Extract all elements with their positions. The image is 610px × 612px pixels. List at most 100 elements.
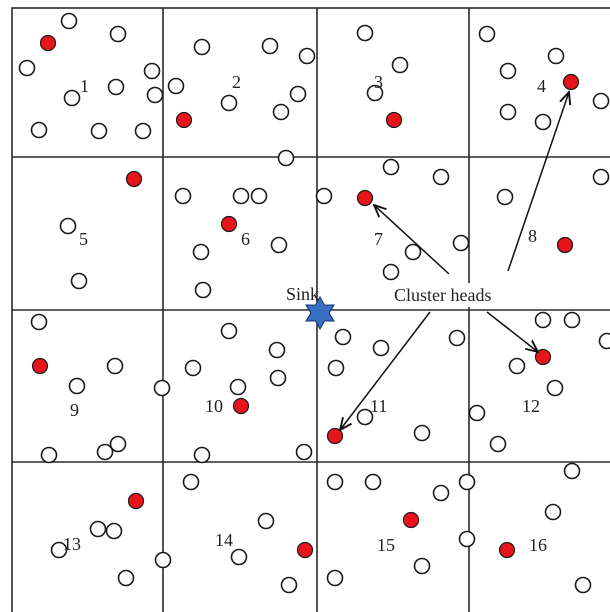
sensor-node [598, 332, 610, 350]
cluster-head-node [326, 427, 344, 445]
sensor-node [63, 89, 81, 107]
sensor-node [489, 435, 507, 453]
sensor-node [89, 520, 107, 538]
sensor-node [280, 576, 298, 594]
sensor-node [261, 37, 279, 55]
sensor-node [592, 92, 610, 110]
sensor-node [109, 435, 127, 453]
sensor-node [154, 551, 172, 569]
sensor-node [534, 113, 552, 131]
sensor-node [250, 187, 268, 205]
sensor-node [327, 359, 345, 377]
cluster-head-nodes [31, 34, 580, 559]
sensor-node [146, 86, 164, 104]
sensor-node [59, 217, 77, 235]
cell-label-5: 5 [79, 229, 88, 249]
sensor-node [107, 78, 125, 96]
sensor-node [167, 77, 185, 95]
cluster-head-node [556, 236, 574, 254]
sensor-node [478, 25, 496, 43]
cluster-head-node [498, 541, 516, 559]
sensor-node [468, 404, 486, 422]
cell-label-6: 6 [241, 229, 250, 249]
sensor-node [326, 473, 344, 491]
cell-label-4: 4 [537, 76, 546, 96]
cluster-head-node [562, 73, 580, 91]
sensor-node [229, 378, 247, 396]
sensor-node [117, 569, 135, 587]
cell-label-14: 14 [215, 530, 233, 550]
sensor-node [143, 62, 161, 80]
sensor-node [315, 187, 333, 205]
sensor-node [272, 103, 290, 121]
sensor-node [334, 328, 352, 346]
sensor-node [499, 103, 517, 121]
sensor-node [391, 56, 409, 74]
cell-label-11: 11 [370, 396, 387, 416]
sensor-node [356, 408, 374, 426]
sensor-node [372, 339, 390, 357]
cluster-heads-label: Cluster heads [394, 285, 491, 305]
sensor-node [366, 84, 384, 102]
sensor-node [547, 47, 565, 65]
sensor-node [220, 94, 238, 112]
sensor-node [499, 62, 517, 80]
sensor-node [458, 530, 476, 548]
annotation-arrows [340, 92, 569, 430]
sensor-node [60, 12, 78, 30]
cluster-head-node [385, 111, 403, 129]
cluster-head-node [220, 215, 238, 233]
sensor-node [298, 47, 316, 65]
sensor-node [574, 576, 592, 594]
sensor-node [268, 341, 286, 359]
sensor-node [546, 379, 564, 397]
cell-label-3: 3 [374, 72, 383, 92]
sensor-node [413, 557, 431, 575]
sensor-node [105, 522, 123, 540]
sensor-node [182, 473, 200, 491]
cluster-head-node [39, 34, 57, 52]
sensor-node [458, 473, 476, 491]
sensor-node [563, 311, 581, 329]
sensor-node [184, 359, 202, 377]
sensor-node [496, 188, 514, 206]
sensor-node [382, 263, 400, 281]
cell-label-15: 15 [377, 535, 395, 555]
sensor-node [193, 38, 211, 56]
sensor-node [404, 243, 422, 261]
sensor-node [220, 322, 238, 340]
sensor-node [30, 313, 48, 331]
sensor-node [592, 168, 610, 186]
cluster-head-node [127, 492, 145, 510]
sensor-node [563, 462, 581, 480]
cluster-head-node [232, 397, 250, 415]
cell-label-16: 16 [529, 535, 547, 555]
sensor-node [269, 369, 287, 387]
sensor-node [326, 569, 344, 587]
sensor-node [356, 24, 374, 42]
sensor-node [432, 168, 450, 186]
sensor-node [193, 446, 211, 464]
cluster-head-node [31, 357, 49, 375]
cluster-head-node [356, 189, 374, 207]
cluster-heads-label-bg [391, 283, 529, 307]
sensor-node [382, 158, 400, 176]
sensor-node [134, 122, 152, 140]
sensor-node [270, 236, 288, 254]
sensor-node [364, 473, 382, 491]
cell-label-12: 12 [522, 396, 540, 416]
sensor-node [277, 149, 295, 167]
cell-label-10: 10 [205, 396, 223, 416]
arrow-to-head-12 [486, 311, 538, 352]
sensor-node [40, 446, 58, 464]
sensor-node [30, 121, 48, 139]
sensor-node [106, 357, 124, 375]
cluster-head-node [125, 170, 143, 188]
arrow-to-head-4 [507, 92, 569, 272]
sensor-node [413, 424, 431, 442]
sensor-node [232, 187, 250, 205]
cell-label-2: 2 [232, 72, 241, 92]
sensor-node [452, 234, 470, 252]
sensor-node [295, 443, 313, 461]
